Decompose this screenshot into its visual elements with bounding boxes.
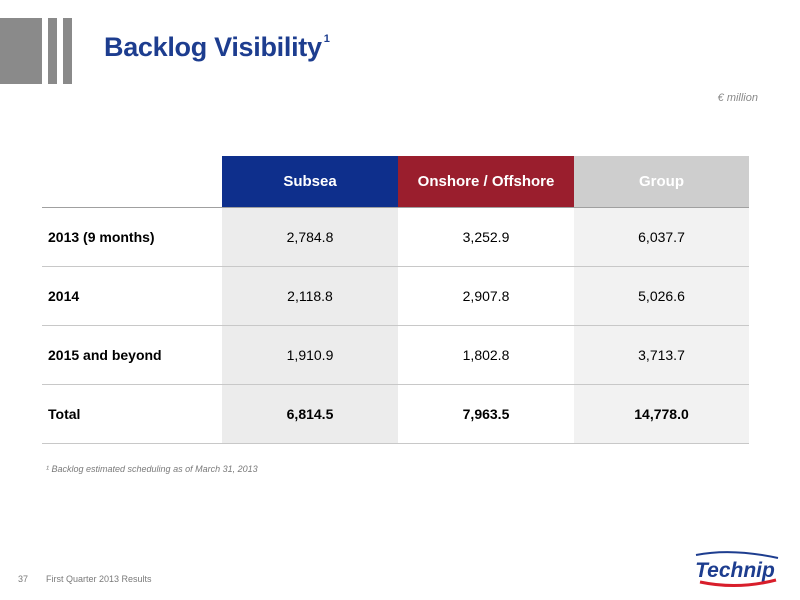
header-subsea: Subsea (222, 156, 398, 207)
cell-onshore-offshore: 1,802.8 (398, 326, 574, 384)
table-row: 2014 2,118.8 2,907.8 5,026.6 (42, 266, 749, 325)
footnote: ¹ Backlog estimated scheduling as of Mar… (46, 464, 258, 474)
header-group: Group (574, 156, 749, 207)
cell-onshore-offshore: 2,907.8 (398, 267, 574, 325)
unit-label: € million (717, 92, 758, 104)
logo-wordmark: Technip (695, 559, 775, 582)
footer-text: First Quarter 2013 Results (46, 574, 152, 584)
cell-onshore-offshore: 3,252.9 (398, 208, 574, 266)
bar-narrow-2 (63, 18, 72, 84)
cell-group: 14,778.0 (574, 385, 749, 443)
table-row: 2015 and beyond 1,910.9 1,802.8 3,713.7 (42, 325, 749, 384)
table-header: Subsea Onshore / Offshore Group (42, 156, 749, 207)
cell-subsea: 2,118.8 (222, 267, 398, 325)
title-footnote-marker: 1 (323, 33, 330, 45)
table-row: 2013 (9 months) 2,784.8 3,252.9 6,037.7 (42, 207, 749, 266)
cell-subsea: 1,910.9 (222, 326, 398, 384)
cell-group: 3,713.7 (574, 326, 749, 384)
row-label: 2015 and beyond (48, 347, 162, 363)
page-number: 37 (18, 574, 29, 584)
row-label: 2014 (48, 288, 80, 304)
technip-logo: Technip (695, 551, 779, 588)
cell-group: 5,026.6 (574, 267, 749, 325)
backlog-table: Subsea Onshore / Offshore Group 2013 (9 … (42, 156, 749, 444)
cell-subsea: 2,784.8 (222, 208, 398, 266)
bar-wide (0, 18, 42, 84)
row-label: 2013 (9 months) (48, 229, 155, 245)
table-row-total: Total 6,814.5 7,963.5 14,778.0 (42, 384, 749, 444)
bar-narrow-1 (48, 18, 57, 84)
header-empty (42, 156, 222, 207)
row-label: Total (48, 406, 81, 422)
cell-subsea: 6,814.5 (222, 385, 398, 443)
cell-onshore-offshore: 7,963.5 (398, 385, 574, 443)
page-title-text: Backlog Visibility (104, 32, 322, 62)
header-onshore-offshore: Onshore / Offshore (398, 156, 574, 207)
page-title: Backlog Visibility 1 (104, 32, 330, 63)
cell-group: 6,037.7 (574, 208, 749, 266)
